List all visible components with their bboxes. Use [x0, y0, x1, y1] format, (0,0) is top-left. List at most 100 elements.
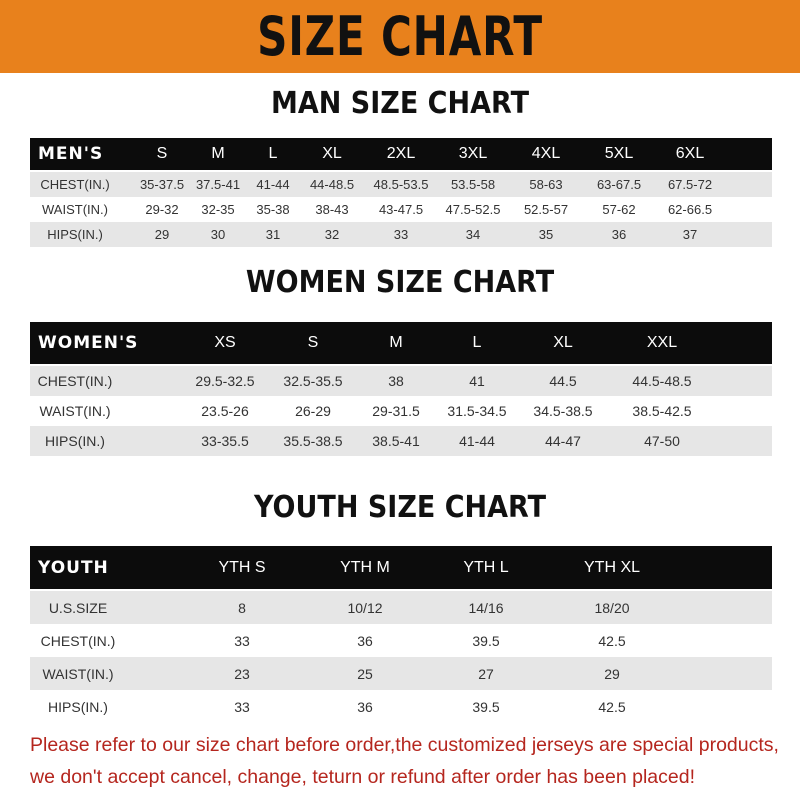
measurement-value: 34 — [465, 227, 481, 242]
measurement-value: 29-31.5 — [372, 403, 420, 419]
measurement-value: 39.5 — [472, 632, 500, 649]
men-section-title: MAN SIZE CHART — [271, 86, 529, 121]
measurement-value: 23 — [234, 665, 250, 682]
size-header: 3XL — [458, 145, 488, 162]
title-banner: SIZE CHART — [0, 0, 800, 73]
measurement-value: 44-48.5 — [309, 177, 355, 192]
size-header: L — [268, 145, 278, 162]
size-header: 2XL — [386, 145, 416, 162]
measurement-value: 33 — [234, 632, 250, 649]
measurement-value: 44-47 — [545, 433, 581, 449]
table-row: WAIST(IN.) 29-32 32-35 35-38 38-43 43-47.5 47.… — [30, 197, 772, 222]
measurement-value: 41-44 — [256, 177, 290, 192]
table-label: WOMEN'S — [38, 333, 139, 353]
table-row: U.S.SIZE 8 10/12 14/16 18/20 — [30, 591, 772, 624]
measurement-label: CHEST(IN.) — [37, 373, 113, 389]
measurement-value: 26-29 — [295, 403, 331, 419]
table-row: CHEST(IN.) 35-37.5 37.5-41 41-44 44-48.5 48.5… — [30, 172, 772, 197]
measurement-label: WAIST(IN.) — [39, 403, 111, 419]
measurement-value: 41-44 — [459, 433, 495, 449]
size-header: 4XL — [531, 145, 561, 162]
measurement-value: 38.5-41 — [372, 433, 420, 449]
measurement-value: 29-32 — [145, 202, 179, 217]
size-header: XS — [214, 334, 236, 351]
size-header: M — [211, 145, 225, 162]
size-header: M — [389, 334, 403, 351]
measurement-value: 29 — [154, 227, 170, 242]
measurement-label: HIPS(IN.) — [47, 227, 103, 242]
measurement-value: 33-35.5 — [201, 433, 249, 449]
measurement-value: 29.5-32.5 — [195, 373, 255, 389]
size-header: XL — [553, 334, 573, 351]
disclaimer-line-2: we don't accept cancel, change, teturn o… — [30, 766, 695, 788]
measurement-value: 42.5 — [598, 632, 626, 649]
measurement-label: CHEST(IN.) — [40, 177, 110, 192]
measurement-value: 58-63 — [529, 177, 563, 192]
disclaimer-line-1: Please refer to our size chart before or… — [30, 734, 779, 756]
measurement-value: 10/12 — [347, 599, 383, 616]
measurement-value: 36 — [357, 632, 373, 649]
size-header: YTH S — [218, 558, 266, 576]
measurement-value: 52.5-57 — [523, 202, 569, 217]
measurement-value: 37 — [682, 227, 698, 242]
page-title: SIZE CHART — [257, 5, 543, 68]
measurement-label: CHEST(IN.) — [40, 632, 116, 649]
table-row: WAIST(IN.) 23 25 27 29 — [30, 657, 772, 690]
measurement-value: 44.5-48.5 — [632, 373, 692, 389]
table-row: WAIST(IN.) 23.5-26 26-29 29-31.5 31.5-34.5 34… — [30, 396, 772, 426]
measurement-value: 27 — [478, 665, 494, 682]
measurement-value: 32-35 — [201, 202, 235, 217]
measurement-label: HIPS(IN.) — [45, 433, 105, 449]
measurement-value: 35-38 — [256, 202, 290, 217]
table-row: HIPS(IN.) 29 30 31 32 33 34 35 36 37 — [30, 222, 772, 247]
size-header: 6XL — [675, 145, 705, 162]
measurement-label: U.S.SIZE — [48, 599, 108, 616]
measurement-value: 53.5-58 — [450, 177, 496, 192]
measurement-value: 36 — [357, 698, 373, 715]
measurement-value: 30 — [210, 227, 226, 242]
measurement-value: 67.5-72 — [667, 177, 713, 192]
measurement-value: 33 — [234, 698, 250, 715]
measurement-value: 48.5-53.5 — [373, 177, 429, 192]
table-row: HIPS(IN.) 33 36 39.5 42.5 — [30, 690, 772, 723]
measurement-value: 29 — [604, 665, 620, 682]
size-header: YTH XL — [583, 558, 641, 576]
measurement-value: 14/16 — [468, 599, 504, 616]
size-header: YTH L — [463, 558, 509, 576]
measurement-value: 8 — [238, 599, 246, 616]
size-header: 5XL — [604, 145, 634, 162]
size-header: XL — [322, 145, 342, 162]
measurement-label: WAIST(IN.) — [42, 202, 108, 217]
measurement-value: 34.5-38.5 — [533, 403, 593, 419]
size-header: S — [307, 334, 319, 351]
measurement-value: 63-67.5 — [596, 177, 642, 192]
measurement-value: 31.5-34.5 — [447, 403, 507, 419]
header-row: YOUTH YTH S YTH M YTH L YTH XL — [30, 546, 772, 589]
measurement-value: 35.5-38.5 — [283, 433, 343, 449]
table-row: CHEST(IN.) 33 36 39.5 42.5 — [30, 624, 772, 657]
measurement-label: WAIST(IN.) — [42, 665, 114, 682]
size-header: S — [156, 145, 168, 162]
measurement-value: 36 — [611, 227, 627, 242]
size-header: YTH M — [340, 558, 390, 576]
measurement-value: 32.5-35.5 — [283, 373, 343, 389]
measurement-value: 57-62 — [602, 202, 636, 217]
measurement-value: 39.5 — [472, 698, 500, 715]
measurement-value: 31 — [265, 227, 281, 242]
header-row: WOMEN'S XS S M L XL XXL — [30, 322, 772, 364]
table-label: MEN'S — [38, 144, 104, 164]
measurement-value: 33 — [393, 227, 409, 242]
header-row: MEN'S S M L XL 2XL 3XL 4XL 5XL 6XL — [30, 138, 772, 170]
table-row: HIPS(IN.) 33-35.5 35.5-38.5 38.5-41 41-44 44-… — [30, 426, 772, 456]
measurement-value: 42.5 — [598, 698, 626, 715]
measurement-value: 47.5-52.5 — [445, 202, 501, 217]
measurement-value: 47-50 — [644, 433, 680, 449]
table-row: CHEST(IN.) 29.5-32.5 32.5-35.5 38 41 44.5 44.5… — [30, 366, 772, 396]
measurement-value: 35 — [538, 227, 554, 242]
women-section-title: WOMEN SIZE CHART — [245, 265, 555, 300]
measurement-value: 43-47.5 — [378, 202, 424, 217]
measurement-value: 18/20 — [594, 599, 630, 616]
measurement-value: 44.5 — [549, 373, 577, 389]
table-label: YOUTH — [38, 557, 109, 578]
measurement-value: 35-37.5 — [139, 177, 185, 192]
